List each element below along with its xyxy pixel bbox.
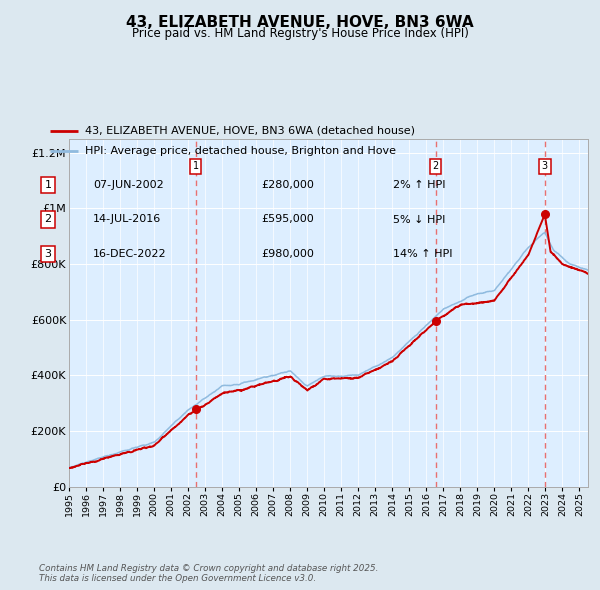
Text: HPI: Average price, detached house, Brighton and Hove: HPI: Average price, detached house, Brig…: [85, 146, 395, 156]
Text: 14% ↑ HPI: 14% ↑ HPI: [393, 249, 452, 258]
Text: £280,000: £280,000: [261, 181, 314, 190]
Text: Contains HM Land Registry data © Crown copyright and database right 2025.
This d: Contains HM Land Registry data © Crown c…: [39, 563, 379, 583]
Text: 1: 1: [193, 162, 199, 172]
Text: 1: 1: [44, 181, 52, 190]
Text: 2: 2: [44, 215, 52, 224]
Text: Price paid vs. HM Land Registry's House Price Index (HPI): Price paid vs. HM Land Registry's House …: [131, 27, 469, 40]
Text: 3: 3: [44, 249, 52, 258]
Text: 16-DEC-2022: 16-DEC-2022: [93, 249, 167, 258]
Text: 14-JUL-2016: 14-JUL-2016: [93, 215, 161, 224]
Text: £595,000: £595,000: [261, 215, 314, 224]
Text: 5% ↓ HPI: 5% ↓ HPI: [393, 215, 445, 224]
Text: 2: 2: [433, 162, 439, 172]
Text: £980,000: £980,000: [261, 249, 314, 258]
Text: 43, ELIZABETH AVENUE, HOVE, BN3 6WA: 43, ELIZABETH AVENUE, HOVE, BN3 6WA: [126, 15, 474, 30]
Text: 3: 3: [542, 162, 548, 172]
Text: 2% ↑ HPI: 2% ↑ HPI: [393, 181, 445, 190]
Text: 43, ELIZABETH AVENUE, HOVE, BN3 6WA (detached house): 43, ELIZABETH AVENUE, HOVE, BN3 6WA (det…: [85, 126, 415, 136]
Text: 07-JUN-2002: 07-JUN-2002: [93, 181, 164, 190]
